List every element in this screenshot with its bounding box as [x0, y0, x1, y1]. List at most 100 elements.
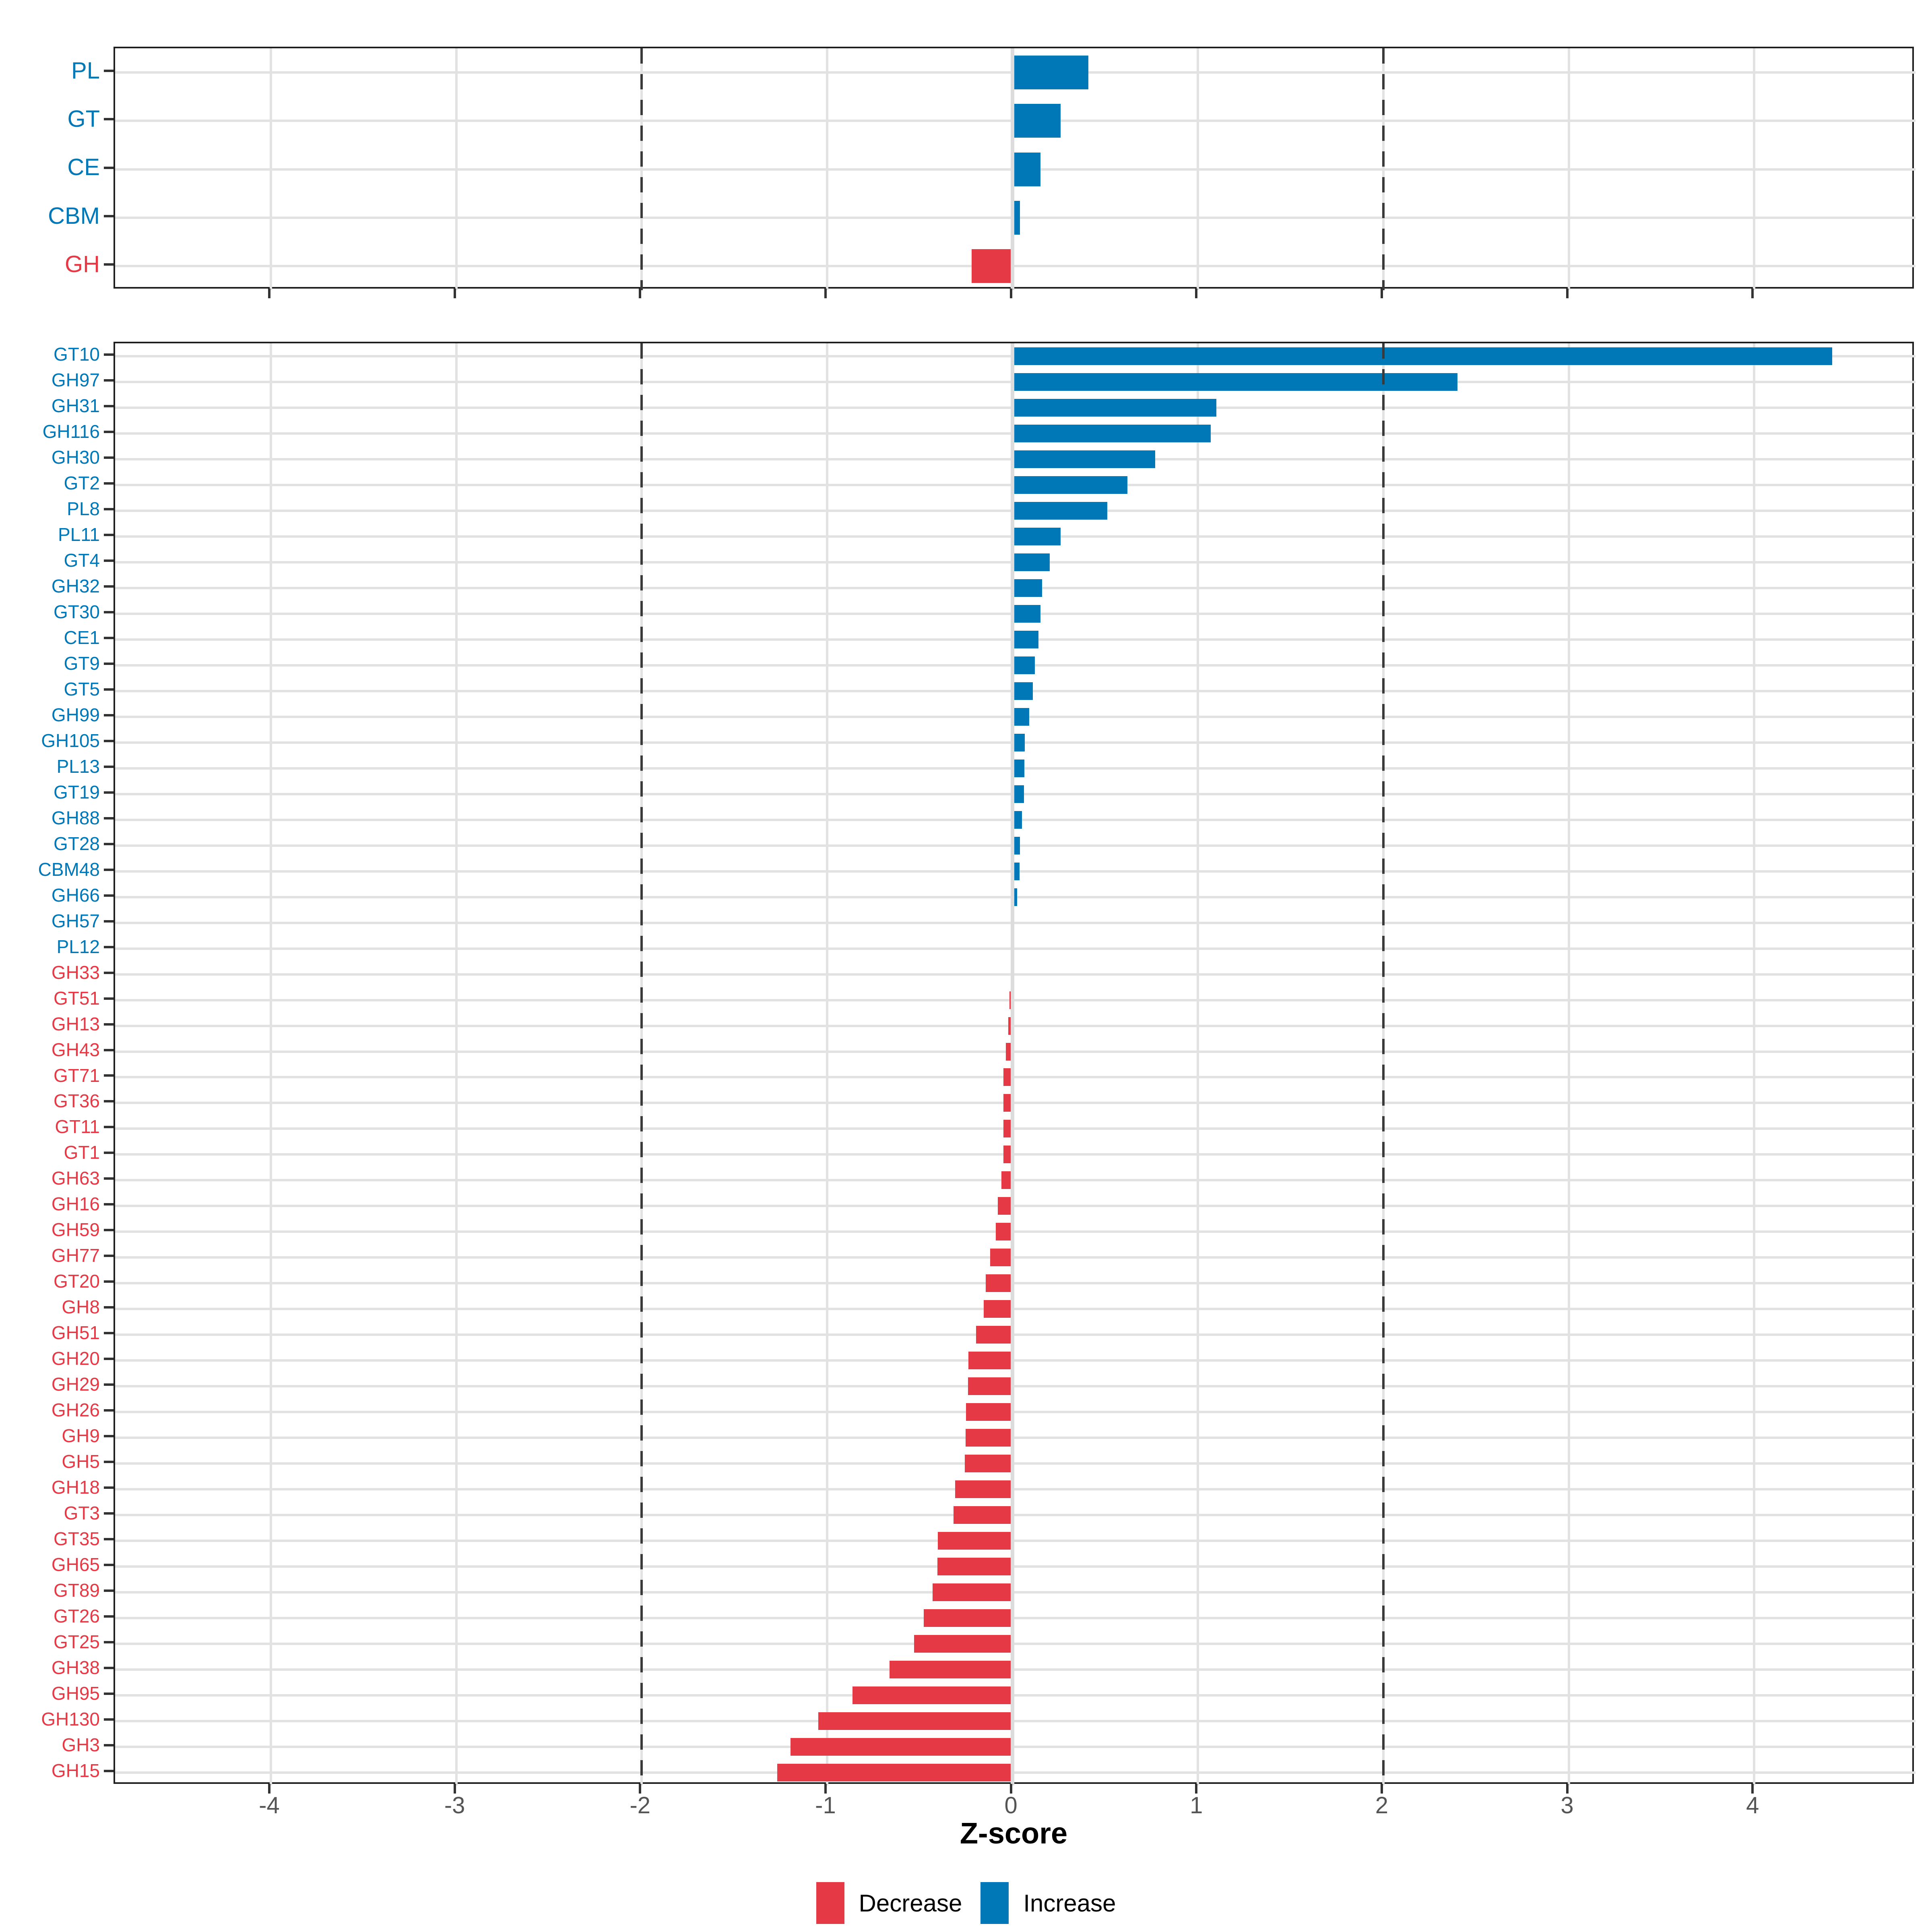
- y-axis-tick: [104, 118, 114, 121]
- bar-GH: [972, 249, 1013, 283]
- y-axis-label-CE: CE: [67, 154, 100, 181]
- bar-PL8: [1012, 502, 1107, 520]
- y-axis-tick: [104, 714, 114, 716]
- bar-GH95: [852, 1686, 1013, 1705]
- y-axis-label-GT10: GT10: [53, 344, 100, 365]
- y-axis-tick: [104, 1435, 114, 1438]
- y-axis-tick: [104, 508, 114, 510]
- y-axis-tick: [104, 997, 114, 1000]
- y-axis-tick: [104, 1693, 114, 1695]
- y-axis-label-GH18: GH18: [51, 1477, 100, 1498]
- gridline-v: [1753, 48, 1756, 290]
- gridline-h: [115, 921, 1915, 924]
- gridline-h: [115, 1308, 1915, 1311]
- x-axis-tick-label-2: 2: [1375, 1792, 1389, 1818]
- y-axis-tick: [104, 1383, 114, 1386]
- gridline-h: [115, 1411, 1915, 1414]
- bar-GH3: [790, 1738, 1013, 1756]
- y-axis-label-CBM: CBM: [48, 202, 100, 229]
- y-axis-label-GH31: GH31: [51, 395, 100, 416]
- y-axis-label-GH88: GH88: [51, 807, 100, 828]
- y-axis-label-GH116: GH116: [42, 421, 100, 442]
- gridline-h: [115, 1333, 1915, 1336]
- y-axis-tick: [104, 1229, 114, 1232]
- gridline-h: [115, 1076, 1915, 1079]
- gridline-v: [455, 48, 458, 290]
- bar-CE: [1012, 152, 1040, 186]
- bar-GH9: [966, 1429, 1013, 1447]
- bar-GT35: [938, 1532, 1013, 1550]
- gridline-v: [269, 48, 272, 290]
- y-axis-label-GH130: GH130: [41, 1709, 100, 1730]
- y-axis-tick: [104, 817, 114, 819]
- bar-PL11: [1012, 527, 1061, 545]
- y-axis-label-GT4: GT4: [64, 549, 100, 571]
- y-axis-tick: [104, 868, 114, 871]
- y-axis-tick: [104, 559, 114, 562]
- bar-GT11: [1003, 1120, 1013, 1138]
- bar-GH15: [777, 1764, 1013, 1781]
- y-axis-tick: [104, 166, 114, 169]
- gridline-h: [115, 999, 1915, 1001]
- y-axis-tick: [104, 1770, 114, 1772]
- legend-item-decrease: Decrease: [816, 1882, 962, 1924]
- y-axis-tick: [104, 585, 114, 588]
- y-axis-tick: [104, 405, 114, 407]
- gridline-h: [115, 1179, 1915, 1182]
- dashed-guide-line: [640, 343, 643, 1785]
- y-axis-label-GT: GT: [67, 106, 100, 132]
- y-axis-label-GT2: GT2: [64, 472, 100, 493]
- y-axis-tick: [104, 1409, 114, 1412]
- y-axis-tick: [104, 1589, 114, 1592]
- gridline-h: [115, 1205, 1915, 1208]
- y-axis-tick: [104, 765, 114, 768]
- gridline-h: [115, 1462, 1915, 1465]
- x-axis-tick: [824, 1784, 827, 1794]
- bar-GT5: [1012, 682, 1033, 700]
- x-axis-tick: [639, 1784, 642, 1794]
- gridline-h: [115, 1127, 1915, 1130]
- gridline-h: [115, 1282, 1915, 1285]
- bar-GH65: [937, 1558, 1013, 1576]
- y-axis-label-GT26: GT26: [53, 1606, 100, 1627]
- bar-GH38: [889, 1661, 1013, 1679]
- gridline-h: [115, 1050, 1915, 1053]
- y-axis-tick: [104, 1564, 114, 1567]
- y-axis-label-CE1: CE1: [64, 627, 100, 648]
- bar-GT28: [1012, 836, 1020, 855]
- bar-GT4: [1012, 553, 1050, 571]
- x-axis-tick: [1009, 1784, 1012, 1794]
- bar-GH30: [1012, 450, 1156, 468]
- legend-item-increase: Increase: [980, 1882, 1116, 1924]
- gridline-h: [115, 1540, 1915, 1542]
- dashed-guide-line: [640, 48, 643, 290]
- y-axis-label-GH32: GH32: [51, 575, 100, 597]
- gridline-h: [115, 1771, 1915, 1774]
- y-axis-label-GH77: GH77: [51, 1245, 100, 1266]
- x-axis-tick: [1566, 1784, 1569, 1794]
- y-axis-label-PL11: PL11: [58, 524, 100, 545]
- legend-label-increase: Increase: [1023, 1889, 1116, 1917]
- bar-GH20: [968, 1352, 1013, 1370]
- y-axis-label-GH: GH: [65, 251, 100, 277]
- bar-GH66: [1012, 888, 1018, 906]
- bar-GT: [1012, 104, 1061, 138]
- y-axis-tick: [104, 430, 114, 433]
- bar-GH5: [964, 1455, 1013, 1473]
- y-axis-label-GH59: GH59: [51, 1219, 100, 1241]
- gridline-h: [115, 1102, 1915, 1104]
- y-axis-label-GH65: GH65: [51, 1554, 100, 1575]
- x-axis-tick: [268, 289, 270, 298]
- bar-GT36: [1003, 1094, 1013, 1112]
- gridline-v: [1567, 343, 1570, 1785]
- y-axis-label-GT35: GT35: [53, 1528, 100, 1550]
- y-axis-tick: [104, 1615, 114, 1618]
- y-axis-tick: [104, 1358, 114, 1360]
- bar-GH77: [990, 1249, 1013, 1267]
- y-axis-label-GH8: GH8: [62, 1296, 100, 1318]
- x-axis-tick: [1751, 1784, 1754, 1794]
- y-axis-tick: [104, 1718, 114, 1721]
- x-axis-title: Z-score: [960, 1816, 1068, 1850]
- bar-GH13: [1008, 1017, 1013, 1035]
